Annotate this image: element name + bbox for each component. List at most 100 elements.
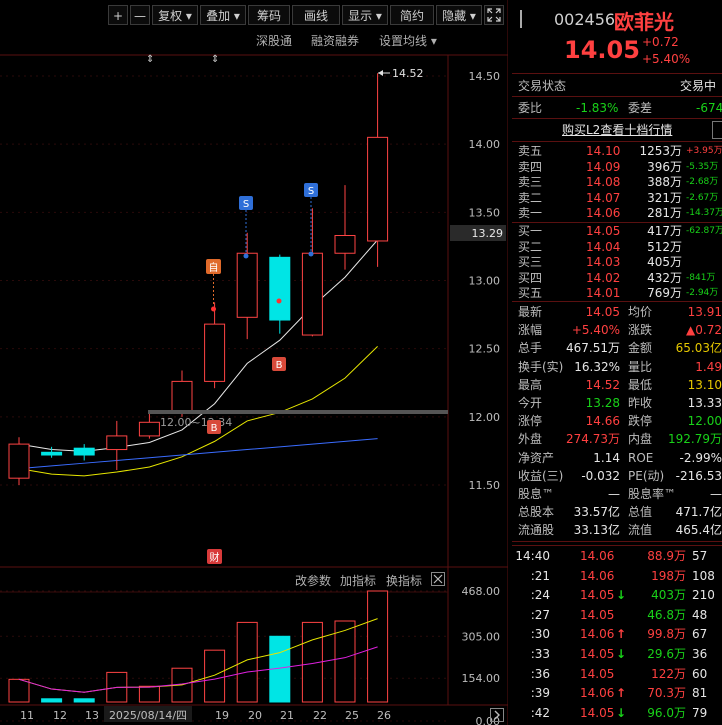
candle[interactable] <box>73 444 95 461</box>
candle[interactable] <box>204 302 226 389</box>
candle[interactable] <box>171 370 193 417</box>
hk-connect-link[interactable]: 深股通 <box>256 34 293 48</box>
switch-indicator-button[interactable]: 换指标 <box>386 574 423 588</box>
candle[interactable] <box>138 412 160 439</box>
tick-row[interactable]: :39 14.06 ↑ 70.3万 81 <box>512 684 722 702</box>
sell-signal-icon[interactable]: S <box>239 196 253 259</box>
order-book-row[interactable]: 买四 14.02 432万 -841万 <box>512 270 722 286</box>
menu-icon[interactable] <box>518 10 524 31</box>
ma-settings-button[interactable]: 设置均线 ▾ <box>379 34 437 48</box>
tick-count: 60 <box>692 666 708 681</box>
stat-label: PE(动) <box>628 468 665 483</box>
stat-label: 昨收 <box>628 396 653 410</box>
candle[interactable] <box>269 254 291 334</box>
tick-list: 14:40 14.06 88.9万 57:21 14.06 198万 108:24 14.05… <box>512 547 722 725</box>
volume-bar <box>367 590 389 703</box>
order-book-row[interactable]: 买一 14.05 417万 -62.87万 <box>512 223 722 239</box>
stat-row: 最新 14.05 均价 13.91 <box>512 303 722 321</box>
stat-value: — <box>710 487 722 501</box>
panel-toggle-icon[interactable] <box>712 121 722 139</box>
tick-row[interactable]: :42 14.05 ↓ 96.0万 79 <box>512 704 722 722</box>
zoom-in-button[interactable]: + <box>108 5 128 25</box>
tick-count: 108 <box>692 568 715 583</box>
tick-row[interactable]: :30 14.06 ↑ 99.8万 67 <box>512 625 722 643</box>
overlay-button[interactable]: 叠加 ▾ <box>200 5 246 25</box>
level-label: 卖一 <box>518 206 543 221</box>
tick-count: 81 <box>692 686 708 701</box>
tick-row[interactable]: :21 14.06 198万 108 <box>512 567 722 585</box>
tick-row[interactable]: :36 14.05 122万 60 <box>512 665 722 683</box>
tick-row[interactable]: 14:40 14.06 88.9万 57 <box>512 547 722 565</box>
tick-row[interactable]: :27 14.05 46.8万 48 <box>512 606 722 624</box>
draw-line-button[interactable]: 画线 <box>292 5 340 25</box>
scroll-right-icon[interactable] <box>490 708 504 722</box>
order-book-row[interactable]: 买二 14.04 512万 <box>512 239 722 255</box>
candle[interactable] <box>301 208 323 337</box>
finance-icon[interactable]: 财 <box>207 549 222 564</box>
tick-count: 210 <box>692 588 715 603</box>
volume-bar <box>8 678 30 703</box>
tick-volume: 122万 <box>651 666 686 681</box>
tick-row[interactable]: :33 14.05 ↓ 29.6万 36 <box>512 645 722 663</box>
level-delta: +3.95万 <box>686 146 722 156</box>
buy-signal-icon[interactable]: B <box>272 357 286 371</box>
level-label: 买二 <box>518 239 543 254</box>
add-indicator-button[interactable]: 加指标 <box>340 574 377 588</box>
order-book-row[interactable]: 卖三 14.08 388万 -2.68万 <box>512 174 722 190</box>
candle[interactable] <box>367 73 389 267</box>
close-icon[interactable] <box>431 572 445 586</box>
stat-row: 换手(实) 16.32% 量比 1.49 <box>512 358 722 376</box>
stat-row: 总手 467.51万 金额 65.03亿 <box>512 339 722 357</box>
order-book-row[interactable]: 卖五 14.10 1253万 +3.95万 <box>512 143 722 159</box>
level-volume: 321万 <box>647 190 682 205</box>
candle[interactable] <box>236 232 258 340</box>
adjust-button[interactable]: 复权 ▾ <box>152 5 198 25</box>
candle[interactable] <box>41 446 63 458</box>
level-volume: 281万 <box>647 206 682 221</box>
stat-value: 33.57亿 <box>573 505 620 520</box>
buy-signal-icon[interactable]: B <box>207 420 221 434</box>
stat-label: 涨停 <box>518 414 543 429</box>
kline-chart[interactable]: 12.00~12.34 14.52 ⇕ ⇕ S S 自 B B 财 13.29 <box>0 0 508 725</box>
self-select-icon[interactable]: 自 <box>206 259 221 312</box>
date-tick-label: 21 <box>280 709 294 722</box>
order-book-row[interactable]: 卖二 14.07 321万 -2.67万 <box>512 190 722 206</box>
candle[interactable] <box>334 185 356 270</box>
order-book-row[interactable]: 卖一 14.06 281万 -14.37万 <box>512 205 722 221</box>
order-book-row[interactable]: 买五 14.01 769万 -2.94万 <box>512 285 722 301</box>
tick-price: 14.05 <box>580 666 615 681</box>
tick-time: :36 <box>530 666 550 681</box>
stat-label: 流通股 <box>518 523 555 538</box>
tick-row[interactable]: :24 14.05 ↓ 403万 210 <box>512 586 722 604</box>
stat-label: 金额 <box>628 341 653 356</box>
tick-count: 67 <box>692 627 708 642</box>
candle[interactable] <box>8 437 30 485</box>
tick-direction-icon: ↑ <box>616 686 627 701</box>
hide-button[interactable]: 隐藏 ▾ <box>436 5 482 25</box>
svg-text:B: B <box>276 360 283 371</box>
level-volume: 432万 <box>647 270 682 285</box>
display-button[interactable]: 显示 ▾ <box>342 5 388 25</box>
tick-volume: 403万 <box>651 588 686 603</box>
chips-button[interactable]: 筹码 <box>248 5 290 25</box>
svg-text:自: 自 <box>209 261 219 274</box>
level-price: 14.01 <box>586 286 621 301</box>
l2-upgrade-link[interactable]: 购买L2查看十档行情 <box>562 123 673 137</box>
order-book-row[interactable]: 买三 14.03 405万 <box>512 254 722 270</box>
margin-link[interactable]: 融资融券 <box>311 34 360 48</box>
candle[interactable] <box>106 420 128 471</box>
zoom-out-button[interactable]: — <box>130 5 150 25</box>
stat-label: 总值 <box>628 505 653 520</box>
level-label: 买五 <box>518 286 543 301</box>
date-tick-label: 26 <box>377 709 391 722</box>
chart-toolbar: + — 复权 ▾ 叠加 ▾ 筹码 画线 显示 ▾ 简约 隐藏 ▾ <box>0 0 508 30</box>
expand-icon[interactable] <box>484 5 504 25</box>
volume-bar <box>334 620 356 703</box>
edit-params-button[interactable]: 改参数 <box>295 574 332 588</box>
date-tick-label: 12 <box>53 709 67 722</box>
simple-button[interactable]: 简约 <box>390 5 434 25</box>
tick-price: 14.05 <box>580 647 615 661</box>
order-book-row[interactable]: 卖四 14.09 396万 -5.35万 <box>512 159 722 175</box>
level-volume: 769万 <box>647 286 682 301</box>
sell-signal-icon[interactable]: S <box>304 183 318 257</box>
